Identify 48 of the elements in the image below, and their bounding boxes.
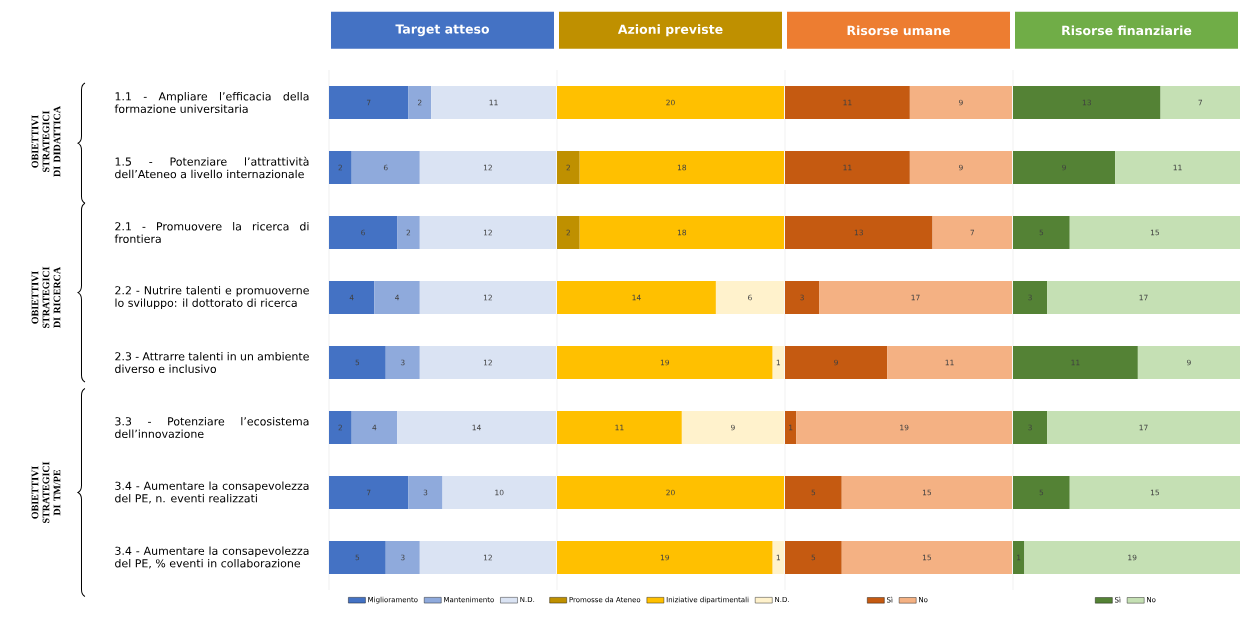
bar [557, 216, 580, 249]
bar [328, 216, 398, 249]
bar [1069, 476, 1241, 510]
y-tick-label: 2.1 - Promuovere la ricerca di frontiera [114, 222, 309, 244]
y-tick-label: 1.1 - Ampliare l’efficacia della formazione universitaria [114, 92, 309, 114]
bar [351, 411, 398, 445]
y-tick-label: 1.5 - Potenziare l’attrattività dell’Ateneo a livello internazionale [115, 156, 309, 179]
y-tick-label: 3.3 - Potenziare l’ecosistema dell’innovazione [115, 417, 309, 439]
bar [328, 346, 386, 380]
bar [557, 151, 580, 185]
bar [785, 476, 842, 510]
bar [1047, 281, 1241, 314]
bar [408, 86, 432, 120]
bar [374, 281, 420, 314]
bar [385, 346, 420, 380]
bar [385, 541, 420, 575]
bar [1137, 346, 1241, 380]
bar [328, 411, 352, 445]
bar [328, 151, 352, 185]
chart-title: Target atteso [395, 24, 490, 37]
bar [1013, 541, 1025, 575]
y-tick-label: 2.3 - Attrarre talenti in un ambiente diverso e inclusivo [115, 352, 309, 374]
bar [328, 476, 409, 510]
bar [1115, 151, 1241, 185]
text: OBIETTIVI STRATEGICI DI TM/PE [31, 461, 61, 523]
bar [772, 541, 784, 575]
bar [397, 216, 420, 249]
bar [1069, 216, 1241, 249]
chart-title: Risorse finanziarie [1062, 25, 1192, 36]
chart-title: Azioni previste [617, 24, 723, 37]
bar [772, 346, 784, 380]
bar [351, 151, 420, 185]
bar [785, 411, 797, 445]
text: OBIETTIVI STRATEGICI DI DIDATTICA [31, 106, 61, 177]
bar [1047, 411, 1241, 445]
bar [328, 541, 386, 575]
y-tick-label: 3.4 - Aumentare la consapevolezza del PE, % eventi in collaborazione [115, 546, 309, 569]
text: OBIETTIVI STRATEGICI DI RICERCA [31, 266, 61, 328]
chart-title: Risorse umane [847, 25, 950, 36]
bar [328, 281, 375, 314]
y-tick-label: 2.2 - Nutrire talenti e promuoverne lo sviluppo: il dottorato di ricerca [115, 285, 309, 310]
bar [1160, 86, 1241, 120]
bar [1024, 541, 1241, 575]
bar [1013, 281, 1048, 314]
bar [408, 476, 443, 510]
bar [1013, 411, 1048, 445]
bar [328, 86, 409, 120]
y-tick-label: 3.4 - Aumentare la consapevolezza del PE, n. eventi realizzati [115, 481, 309, 504]
